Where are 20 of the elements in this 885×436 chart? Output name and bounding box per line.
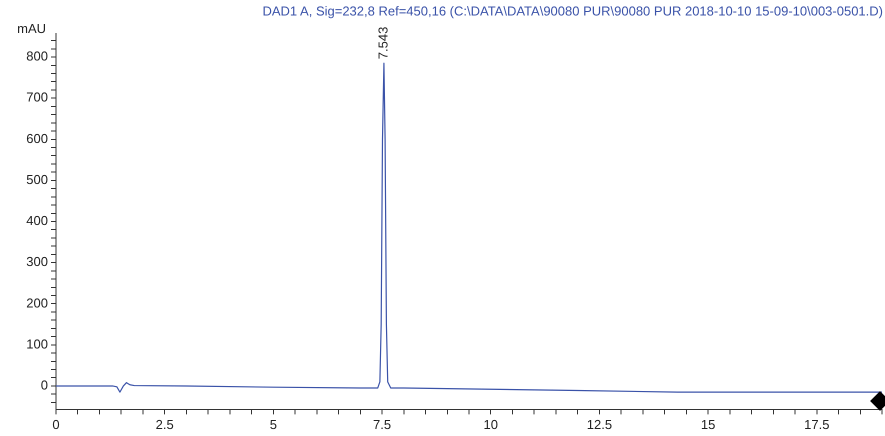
y-tick-label: 800 bbox=[26, 48, 48, 64]
x-tick-label: 10 bbox=[484, 416, 498, 432]
x-tick-label: 12.5 bbox=[586, 416, 612, 432]
y-tick-label: 200 bbox=[26, 295, 48, 310]
y-axis-title: mAU bbox=[17, 21, 46, 36]
x-tick-label: 7.5 bbox=[373, 416, 392, 432]
y-tick-label: 0 bbox=[40, 378, 48, 393]
x-tick-label: 5 bbox=[270, 416, 277, 432]
x-tick-label: 17.5 bbox=[804, 416, 830, 432]
y-tick-label: 400 bbox=[26, 213, 48, 228]
x-tick-label: 0 bbox=[52, 416, 60, 432]
chart-title: DAD1 A, Sig=232,8 Ref=450,16 (C:\DATA\DATA\90080 PUR\90080 PUR 2018-10-10 15-09-10\003-0501.D) bbox=[262, 3, 883, 18]
y-tick-label: 300 bbox=[26, 254, 48, 270]
y-tick-label: 600 bbox=[26, 130, 48, 146]
x-tick-label: 15 bbox=[700, 416, 716, 432]
annotation: 7.543 bbox=[376, 26, 390, 60]
x-tick-label: 2.5 bbox=[156, 416, 174, 432]
y-tick-label: 700 bbox=[26, 90, 48, 105]
y-tick-label: 500 bbox=[26, 172, 48, 187]
y-tick-label: 100 bbox=[26, 336, 48, 352]
